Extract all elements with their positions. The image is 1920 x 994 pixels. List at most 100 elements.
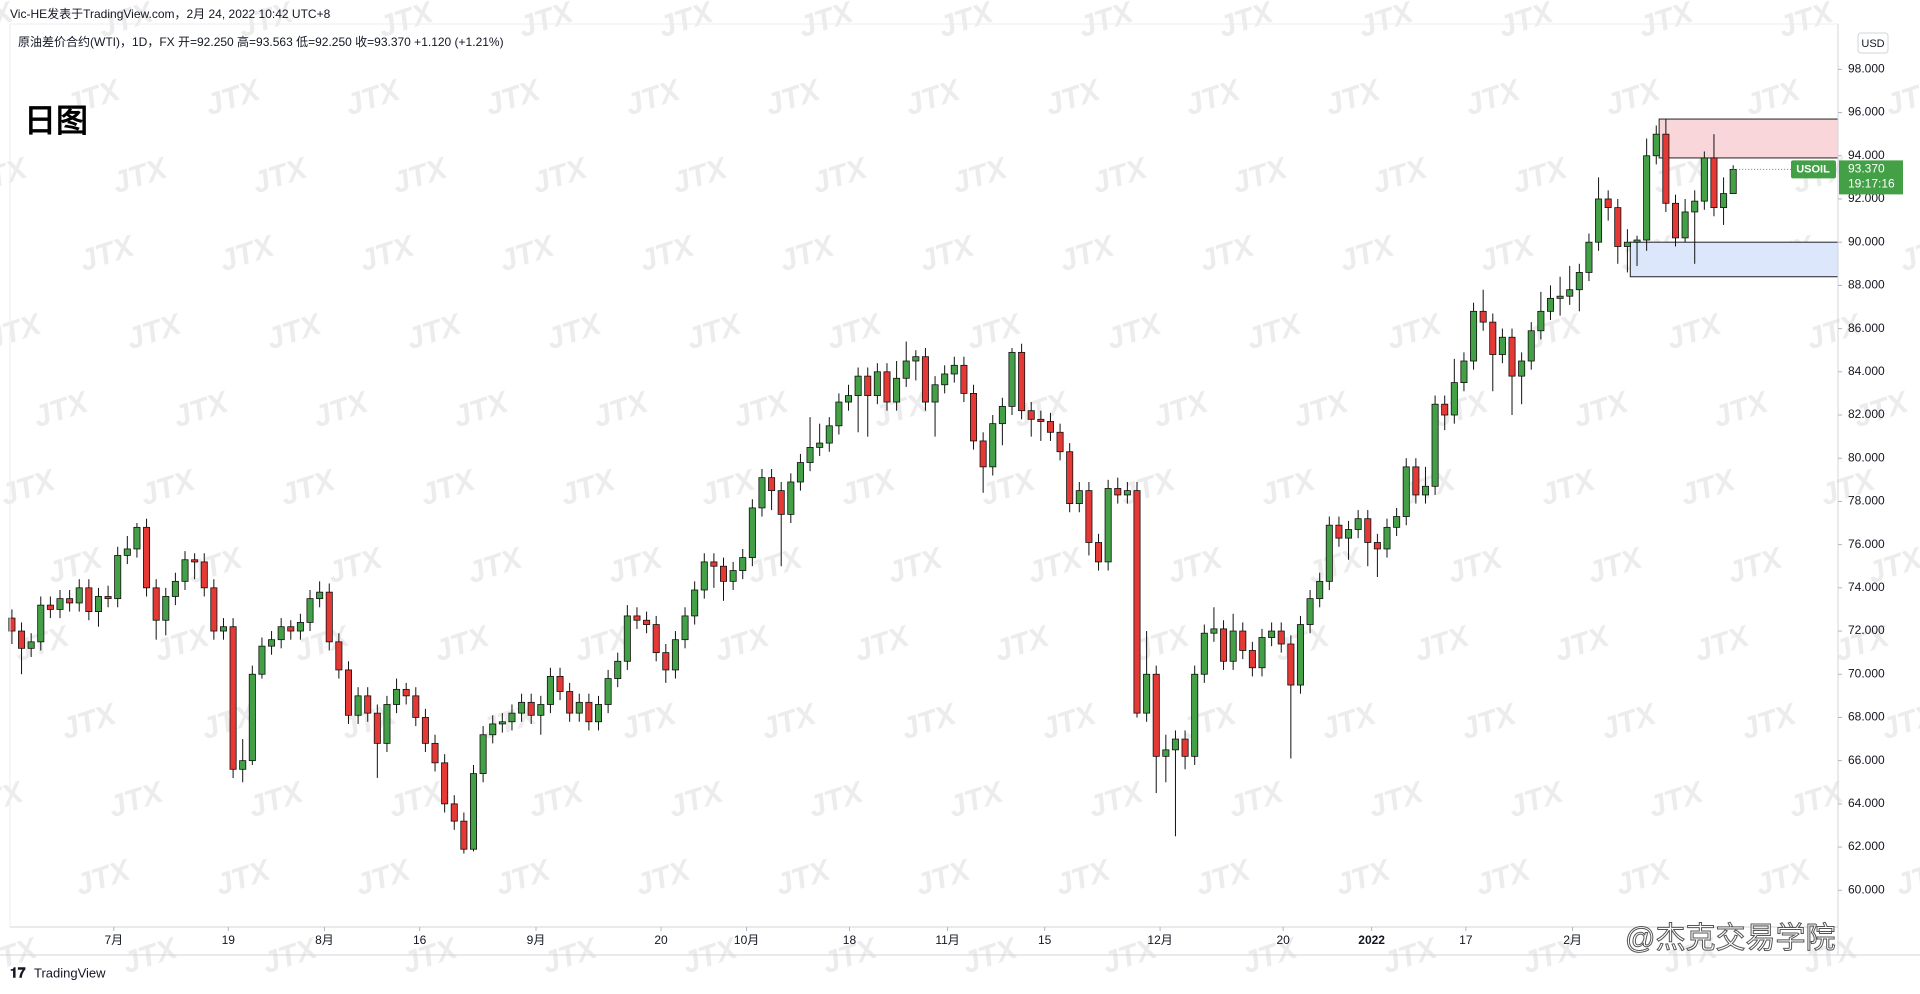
candle-body [652,624,660,654]
candle-body [1104,488,1112,563]
candle-body [710,561,718,567]
x-tick-label: 9月 [527,933,546,947]
candle-body [1191,673,1199,757]
y-tick-label: 60.000 [1848,882,1885,896]
y-tick-label: 94.000 [1848,148,1885,162]
candle-body [1335,524,1343,539]
candle-body [316,591,324,600]
x-tick-label: 7月 [105,933,124,947]
candle-body [1470,310,1478,362]
candle-body [950,364,958,375]
candle-body [1585,241,1593,273]
candle-body [1479,310,1487,323]
candle-body [1518,360,1526,377]
candle-body [931,384,939,403]
candle-body [450,803,458,822]
x-tick-label: 2月 [1563,933,1582,947]
candle-body [633,615,641,621]
y-tick-label: 86.000 [1848,321,1885,335]
candle-body [1123,490,1131,496]
candle-body [527,701,535,716]
x-tick-label: 17 [1459,933,1473,947]
candle-body [1575,272,1583,291]
candle-body [325,591,333,643]
candle-body [845,395,853,403]
candle-body [1431,403,1439,487]
candle-body [1258,637,1266,669]
candle-body [1720,193,1728,209]
y-tick-label: 72.000 [1848,623,1885,637]
candle-body [373,712,381,744]
candle-body [623,615,631,662]
candle-body [960,364,968,394]
candle-body [1066,451,1074,504]
candle-body [18,630,26,649]
candle-body [75,587,83,604]
candle-body [431,742,439,764]
candle-body [306,598,314,623]
candle-body [921,356,929,403]
candle-body [1143,673,1151,714]
candle-body [335,641,343,671]
candle-body [181,559,189,582]
candle-body [219,626,227,632]
candle-body [1075,490,1083,504]
candle-body [489,723,497,736]
candle-body [720,565,728,582]
candle-body [191,559,199,563]
x-tick-label: 2022 [1358,933,1385,947]
candle-body [1018,351,1026,412]
symbol-title: 原油差价合约(WTI)，1D，FX [18,34,175,49]
candle-body [104,596,112,600]
candle-body [585,701,593,723]
currency-box[interactable] [1857,32,1889,54]
candle-body [546,676,554,705]
candle-body [681,615,689,641]
candle-body [1373,542,1381,550]
countdown-text: 19:17:16 [1848,177,1895,191]
candle-body [460,820,468,850]
y-tick-label: 90.000 [1848,234,1885,248]
ohlc-readout: 开=92.250 高=93.563 低=92.250 收=93.370 +1.1… [178,34,504,49]
x-tick-label: 11月 [935,933,959,947]
y-tick-label: 92.000 [1848,191,1885,205]
candle-body [806,447,814,463]
x-tick-label: 8月 [315,933,334,947]
candle-body [37,604,45,643]
candle-body [1489,321,1497,355]
candle-body [1200,632,1208,675]
candle-body [1027,410,1035,420]
symbol-tag-text: USOIL [1796,163,1830,175]
candle-body [248,673,256,762]
candle-body [575,701,583,714]
candle-body [1662,133,1670,204]
candle-body [1114,488,1122,496]
candle-body [566,691,574,714]
candle-body [498,721,506,725]
candle-body [1527,330,1535,362]
candle-body [1681,211,1689,239]
candle-body [1595,198,1603,243]
candle-body [739,557,747,571]
candle-body [1162,749,1170,757]
candle-body [1364,518,1372,543]
x-tick-label: 19 [222,933,236,947]
candle-body [1623,241,1631,247]
candle-body [893,377,901,403]
y-tick-label: 96.000 [1848,105,1885,119]
candle-body [941,373,949,386]
y-tick-label: 80.000 [1848,450,1885,464]
candle-body [1604,198,1612,209]
candle-body [816,442,824,448]
candle-body [643,619,651,625]
candle-body [56,598,64,610]
candle-body [864,375,872,396]
candle-body [989,423,997,468]
publisher: Vic-HE发表于TradingView.com，2月 24, 2022 10:… [10,6,331,21]
candle-body [1441,403,1449,416]
candle-body [1729,168,1737,194]
y-tick-label: 82.000 [1848,407,1885,421]
currency: USD [1861,38,1884,50]
y-tick-label: 84.000 [1848,364,1885,378]
candle-body [94,596,102,612]
